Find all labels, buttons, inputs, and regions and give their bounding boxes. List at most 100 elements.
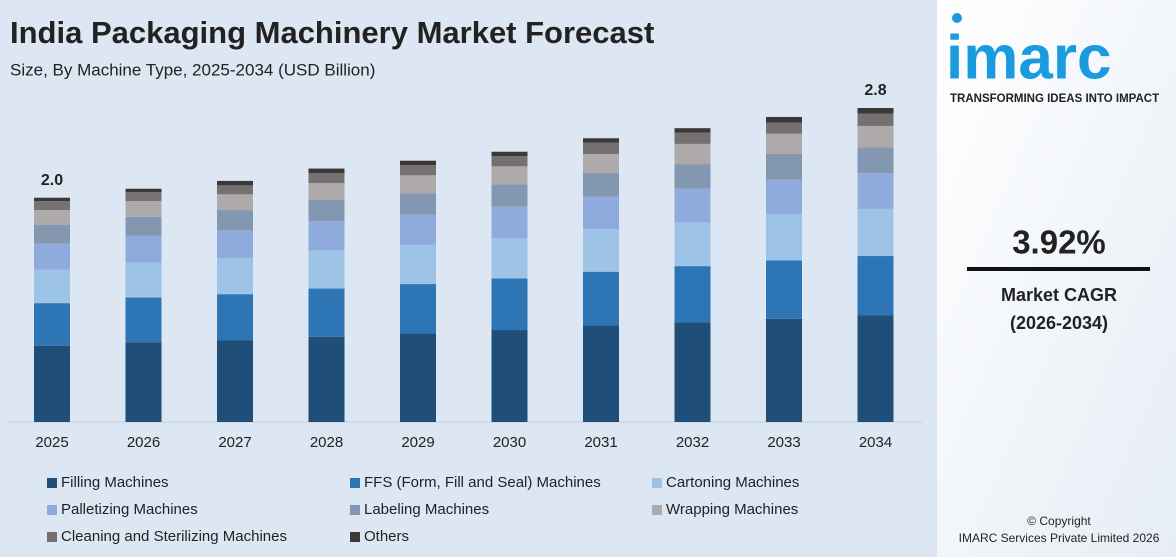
legend-swatch xyxy=(350,478,360,488)
bar-segment xyxy=(857,113,894,126)
x-tick-label: 2029 xyxy=(401,434,434,451)
legend-swatch xyxy=(47,532,57,542)
bar-segment xyxy=(674,266,711,323)
legend-label: Palletizing Machines xyxy=(61,501,198,518)
bar-segment xyxy=(674,132,711,144)
tagline: TRANSFORMING IDEAS INTO IMPACT xyxy=(950,93,1159,105)
bar-segment xyxy=(34,345,70,422)
bar-segment xyxy=(766,214,802,261)
bar-segment xyxy=(34,210,70,225)
bar-segment xyxy=(491,166,528,185)
legend-label: Others xyxy=(364,528,409,545)
bar-segment xyxy=(583,153,619,174)
legend-label: Cartoning Machines xyxy=(666,474,799,491)
bar-segment xyxy=(766,122,802,134)
bar-segment xyxy=(857,173,894,209)
cagr-value: 3.92% xyxy=(1012,224,1106,261)
bar-segment xyxy=(400,284,436,334)
bar-segment xyxy=(583,142,619,154)
bar-segment xyxy=(766,179,802,215)
bar-segment xyxy=(857,147,894,174)
bar-segment xyxy=(766,133,802,154)
bar-segment xyxy=(491,206,528,239)
bar-segment xyxy=(308,183,345,200)
logo: imarc xyxy=(946,23,1111,92)
bar-segment xyxy=(674,143,711,165)
bar-segment xyxy=(217,340,253,422)
legend-swatch xyxy=(47,478,57,488)
copyright: © Copyright xyxy=(1027,514,1091,528)
bar-segment xyxy=(308,199,345,222)
bar-segment xyxy=(674,322,711,422)
x-tick-label: 2026 xyxy=(127,434,160,451)
cagr-period: (2026-2034) xyxy=(1010,313,1108,333)
bar-segment xyxy=(583,138,619,143)
total-label: 2.8 xyxy=(864,82,886,99)
legend-swatch xyxy=(350,505,360,515)
x-tick-label: 2027 xyxy=(218,434,251,451)
total-label: 2.0 xyxy=(41,172,63,189)
bar-segment xyxy=(491,330,528,422)
bar-segment xyxy=(34,224,70,244)
x-tick-label: 2034 xyxy=(859,434,892,451)
legend-swatch xyxy=(652,478,662,488)
bar-segment xyxy=(400,160,436,166)
bar-segment xyxy=(857,256,894,316)
sidebar-bg xyxy=(937,0,1176,557)
x-tick-label: 2030 xyxy=(493,434,526,451)
bar-segment xyxy=(125,262,162,298)
bar-segment xyxy=(674,164,711,189)
bar-segment xyxy=(217,180,253,186)
cagr-label: Market CAGR xyxy=(1001,285,1117,305)
bar-segment xyxy=(766,260,802,319)
bar-segment xyxy=(491,151,528,157)
legend-label: Filling Machines xyxy=(61,474,169,491)
bar-segment xyxy=(400,175,436,194)
bar-segment xyxy=(766,153,802,180)
legend-label: Wrapping Machines xyxy=(666,501,798,518)
bar-segment xyxy=(857,315,894,422)
bar-segment xyxy=(125,216,162,236)
bar-segment xyxy=(857,108,894,114)
bar-segment xyxy=(766,116,802,123)
bar-segment xyxy=(491,238,528,279)
bar-segment xyxy=(583,173,619,197)
bar-segment xyxy=(217,210,253,231)
chart-subtitle: Size, By Machine Type, 2025-2034 (USD Bi… xyxy=(10,60,375,79)
bar-segment xyxy=(217,185,253,195)
bar-segment xyxy=(308,250,345,289)
legend-label: FFS (Form, Fill and Seal) Machines xyxy=(364,474,601,491)
bar-segment xyxy=(857,208,894,257)
bar-segment xyxy=(400,244,436,285)
bar-segment xyxy=(491,184,528,207)
logo-dot xyxy=(952,13,962,23)
bar-segment xyxy=(217,294,253,341)
legend-label: Labeling Machines xyxy=(364,501,489,518)
bar-segment xyxy=(674,128,711,133)
x-tick-label: 2028 xyxy=(310,434,343,451)
bar-segment xyxy=(583,325,619,422)
x-tick-label: 2032 xyxy=(676,434,709,451)
bar-segment xyxy=(125,192,162,202)
bar-segment xyxy=(308,168,345,174)
bar-segment xyxy=(34,243,70,270)
bar-segment xyxy=(125,201,162,217)
bar-segment xyxy=(125,342,162,422)
bar-segment xyxy=(34,201,70,211)
bar-segment xyxy=(583,271,619,326)
bar-segment xyxy=(400,165,436,176)
x-tick-label: 2025 xyxy=(35,434,68,451)
bar-segment xyxy=(400,193,436,215)
bar-segment xyxy=(674,188,711,223)
legend-swatch xyxy=(652,505,662,515)
legend-label: Cleaning and Sterilizing Machines xyxy=(61,528,287,545)
bar-segment xyxy=(217,258,253,295)
bar-segment xyxy=(34,269,70,304)
legend-swatch xyxy=(47,505,57,515)
bar-segment xyxy=(674,222,711,267)
bar-segment xyxy=(400,214,436,245)
bar-segment xyxy=(857,125,894,148)
bar-segment xyxy=(217,230,253,259)
bar-segment xyxy=(491,156,528,167)
